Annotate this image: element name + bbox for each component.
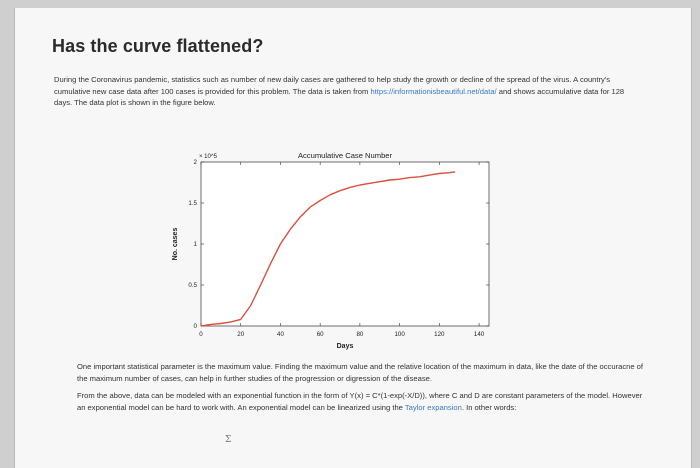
series-line xyxy=(200,171,456,327)
y-tick-label: 1.5 xyxy=(188,200,197,207)
plot-area xyxy=(200,161,490,327)
x-tick-label: 60 xyxy=(317,331,324,338)
model-text: From the above, data can be modeled with… xyxy=(77,391,643,412)
intro-text-end: and shows accumulative data for 128 days… xyxy=(54,86,625,108)
x-tick-label: 0 xyxy=(199,331,203,338)
x-tick-label: 80 xyxy=(356,331,363,338)
chart-title: Accumulative Case Number xyxy=(298,151,393,160)
y-tick-label: 2 xyxy=(194,159,198,166)
cumulative-case-chart: 0 20 40 60 80 100 120 140 0 0.5 1 1.5 2× 10^5 Accumul… xyxy=(172,151,490,350)
model-paragraph: From the above, data can be modeled with… xyxy=(77,390,652,413)
x-tick-label: 20 xyxy=(237,331,244,338)
y-axis-label: No. cases xyxy=(172,228,179,261)
intro-text-start: During the Coronavirus pandemic, statist… xyxy=(54,75,611,96)
y-tick-label: 0.5 xyxy=(188,282,197,289)
page-title: Has the curve flattened? xyxy=(52,36,264,56)
model-text-tail: . In other words: xyxy=(461,402,517,412)
x-tick-label: 140 xyxy=(474,331,485,338)
max-value-paragraph: One important statistical parameter is t… xyxy=(77,362,644,383)
x-tick-label: 40 xyxy=(277,331,284,338)
y-multiplier: × 10^5 xyxy=(199,154,218,160)
x-axis-label: Days xyxy=(337,343,354,350)
y-tick-label: 0 xyxy=(194,323,198,330)
x-tick-label: 120 xyxy=(434,331,445,338)
source-link[interactable]: https://informationisbeautiful.net/data/ xyxy=(370,86,497,96)
taylor-expansion-link[interactable]: Taylor expansion xyxy=(404,402,462,412)
intro-paragraph: During the Coronavirus pandemic, statist… xyxy=(54,74,642,109)
y-tick-label: 1 xyxy=(194,241,198,248)
formula-fragment: Σ xyxy=(225,435,238,445)
x-tick-label: 100 xyxy=(394,331,405,338)
